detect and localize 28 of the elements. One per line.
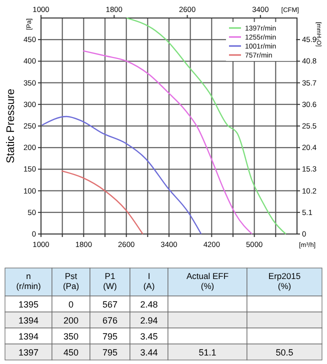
text: 0 — [68, 300, 74, 310]
text: n (r/min) — [16, 271, 41, 291]
text: 3.45 — [140, 332, 158, 342]
y-axis-title: Static Pressure — [5, 88, 17, 164]
text: 1397 — [18, 348, 39, 358]
line-series — [41, 116, 202, 235]
text: 676 — [102, 316, 118, 326]
text: 3.44 — [140, 348, 158, 358]
text: 567 — [102, 300, 118, 310]
text: 1394 — [18, 332, 39, 342]
text: I (A) — [143, 271, 155, 291]
line-series — [126, 17, 286, 235]
text: 1395 — [18, 300, 39, 310]
text: 795 — [102, 348, 118, 358]
text: 50.5 — [276, 348, 294, 358]
text: 1394 — [18, 316, 39, 326]
text: Erp2015 (%) — [268, 271, 301, 291]
text: Actual EFF (%) — [186, 271, 229, 291]
text: 350 — [63, 332, 79, 342]
text: Pst (Pa) — [62, 271, 80, 291]
text: 2.94 — [140, 316, 158, 326]
text: 200 — [63, 316, 79, 326]
text: P1 (W) — [103, 271, 118, 291]
text: 795 — [102, 332, 118, 342]
text: 51.1 — [198, 348, 216, 358]
line-series — [61, 170, 144, 235]
text: 2.48 — [140, 300, 158, 310]
text: 450 — [63, 348, 79, 358]
